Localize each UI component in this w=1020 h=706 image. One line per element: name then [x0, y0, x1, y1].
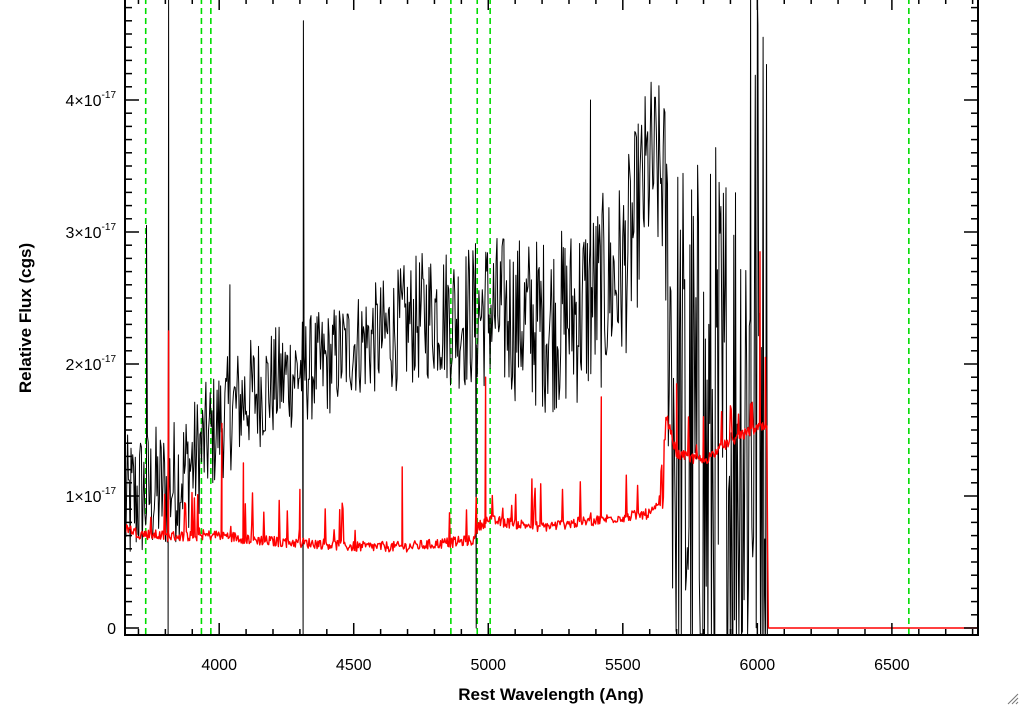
y-tick-label: 2×10-17: [66, 354, 117, 374]
y-tick-label: 0: [107, 621, 116, 638]
x-tick-labels: 4000 4500 5000 5500 6000 6500: [201, 657, 909, 674]
x-axis-title: Rest Wavelength (Ang): [458, 685, 643, 704]
x-tick-label: 5000: [470, 657, 506, 674]
x-tick-label: 5500: [605, 657, 641, 674]
resize-grip-icon[interactable]: [1007, 693, 1019, 705]
x-tick-label: 6000: [740, 657, 776, 674]
series-line-0: [124, 0, 768, 635]
y-tick-labels: 0 1×10-17 2×10-17 3×10-17 4×10-17: [66, 90, 117, 638]
y-axis-title: Relative Flux (cgs): [16, 243, 35, 393]
series-line-1: [124, 251, 978, 629]
x-tick-label: 4000: [201, 657, 237, 674]
x-tick-label: 6500: [874, 657, 910, 674]
y-tick-label: 4×10-17: [66, 90, 117, 110]
plot-frame: [124, 0, 979, 636]
series-layer: [124, 0, 978, 635]
tick-marks: [125, 0, 978, 635]
y-tick-label: 3×10-17: [66, 222, 117, 242]
y-tick-label: 1×10-17: [66, 486, 117, 506]
x-tick-label: 4500: [336, 657, 372, 674]
